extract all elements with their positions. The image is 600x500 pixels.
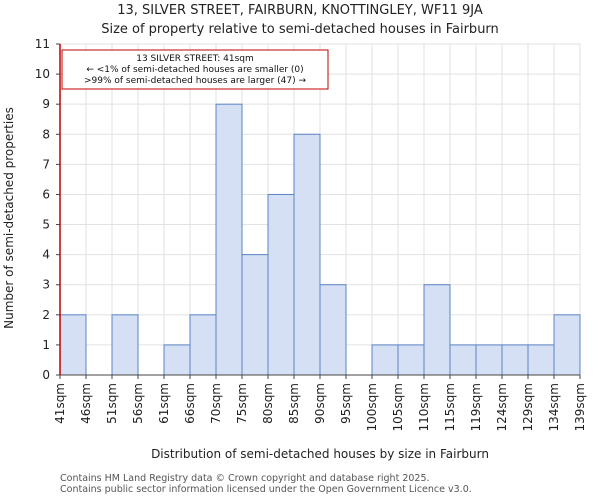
y-tick-label: 11 — [35, 37, 50, 51]
x-tick-label: 61sqm — [157, 383, 171, 424]
x-tick-label: 105sqm — [391, 383, 405, 431]
x-tick-label: 51sqm — [105, 383, 119, 424]
histogram-bar — [241, 254, 269, 376]
y-tick-label: 4 — [42, 248, 50, 262]
histogram-bar — [319, 284, 347, 376]
x-tick-label: 90sqm — [313, 383, 327, 424]
chart-title-line1: 13, SILVER STREET, FAIRBURN, KNOTTINGLEY… — [117, 3, 483, 18]
histogram-bar — [111, 314, 139, 376]
x-tick-label: 139sqm — [573, 383, 587, 431]
x-axis-label: Distribution of semi-detached houses by … — [151, 447, 489, 461]
histogram-bar — [189, 314, 217, 376]
footer-line1: Contains HM Land Registry data © Crown c… — [60, 473, 430, 484]
x-tick-label: 80sqm — [261, 383, 275, 424]
annotation-frame — [61, 49, 329, 90]
x-tick-label: 115sqm — [443, 383, 457, 431]
chart-title-line2: Size of property relative to semi-detach… — [101, 22, 499, 37]
x-tick-label: 41sqm — [53, 383, 67, 424]
x-tick-label: 70sqm — [209, 383, 223, 424]
histogram-bar — [475, 344, 503, 376]
histogram-bar — [163, 344, 191, 376]
y-tick-label: 2 — [42, 308, 50, 322]
annotation-line3: >99% of semi-detached houses are larger … — [84, 76, 307, 86]
histogram-bar — [527, 344, 555, 376]
x-tick-label: 46sqm — [79, 383, 93, 424]
x-tick-label: 134sqm — [547, 383, 561, 431]
x-tick-label: 129sqm — [521, 383, 535, 431]
y-tick-label: 8 — [42, 127, 50, 141]
x-tick-label: 124sqm — [495, 383, 509, 431]
y-tick-label: 0 — [42, 368, 50, 382]
x-tick-label: 119sqm — [469, 383, 483, 431]
x-tick-label: 110sqm — [417, 383, 431, 431]
y-tick-label: 5 — [42, 218, 50, 232]
histogram-bar — [59, 314, 87, 376]
annotation-box: 13 SILVER STREET: 41sqm ← <1% of semi-de… — [61, 49, 329, 90]
x-tick-label: 100sqm — [365, 383, 379, 431]
y-tick-label: 10 — [35, 67, 50, 81]
x-tick-label: 66sqm — [183, 383, 197, 424]
histogram-bar — [423, 284, 451, 376]
histogram-bar — [267, 193, 295, 376]
x-tick-label: 75sqm — [235, 383, 249, 424]
y-tick-label: 3 — [42, 278, 50, 292]
histogram-bar — [397, 344, 425, 376]
histogram-bar — [293, 133, 321, 376]
x-tick-label: 95sqm — [339, 383, 353, 424]
y-tick-label: 1 — [42, 338, 50, 352]
annotation-line1: 13 SILVER STREET: 41sqm — [136, 54, 254, 64]
y-tick-label: 6 — [42, 187, 50, 201]
y-tick-label: 9 — [42, 97, 50, 111]
histogram-bar — [501, 344, 529, 376]
y-axis-label: Number of semi-detached properties — [2, 107, 16, 329]
histogram-bar — [215, 103, 243, 376]
x-tick-label: 85sqm — [287, 383, 301, 424]
histogram-bar — [371, 344, 399, 376]
histogram-bar — [553, 314, 581, 376]
histogram-bar — [449, 344, 477, 376]
annotation-line2: ← <1% of semi-detached houses are smalle… — [86, 65, 303, 75]
footer-line2: Contains public sector information licen… — [60, 484, 472, 495]
y-tick-label: 7 — [42, 157, 50, 171]
x-tick-label: 56sqm — [131, 383, 145, 424]
footer-attribution: Contains HM Land Registry data © Crown c… — [60, 473, 472, 495]
